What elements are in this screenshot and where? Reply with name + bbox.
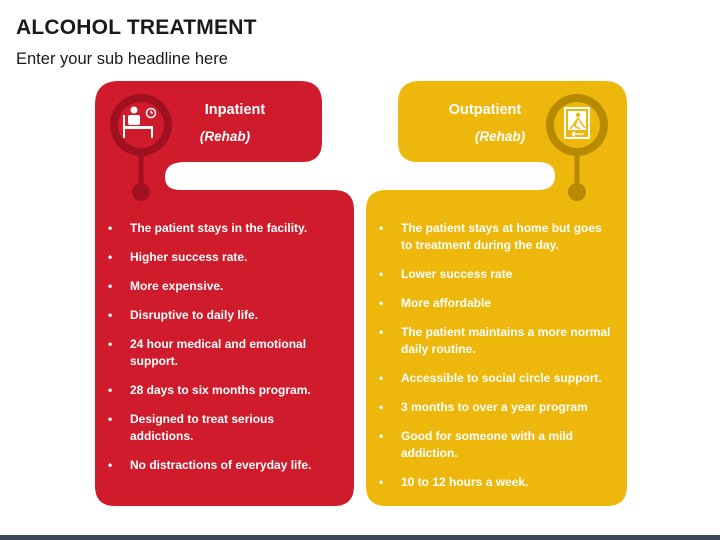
list-item: Lower success rate <box>379 266 614 283</box>
list-item: No distractions of everyday life. <box>108 457 340 474</box>
list-item: The patient stays at home but goes to tr… <box>379 220 614 254</box>
exit-door-person-icon <box>564 107 590 139</box>
outpatient-subtitle: (Rehab) <box>474 129 526 144</box>
footer-bar <box>0 535 720 540</box>
list-item: The patient maintains a more normal dail… <box>379 324 614 358</box>
list-item: More expensive. <box>108 278 340 295</box>
outpatient-list: The patient stays at home but goes to tr… <box>379 220 614 503</box>
list-item: The patient stays in the facility. <box>108 220 340 237</box>
list-item: Accessible to social circle support. <box>379 370 614 387</box>
list-item: More affordable <box>379 295 614 312</box>
page-subtitle: Enter your sub headline here <box>16 50 228 68</box>
list-item: 28 days to six months program. <box>108 382 340 399</box>
list-item: 24 hour medical and emotional support. <box>108 336 340 370</box>
list-item: Disruptive to daily life. <box>108 307 340 324</box>
list-item: Higher success rate. <box>108 249 340 266</box>
list-item: Good for someone with a mild addiction. <box>379 428 614 462</box>
page-title: ALCOHOL TREATMENT <box>16 16 257 39</box>
outpatient-pin-dot <box>568 183 586 201</box>
list-item: 10 to 12 hours a week. <box>379 474 614 491</box>
inpatient-list: The patient stays in the facility. Highe… <box>108 220 340 486</box>
inpatient-subtitle: (Rehab) <box>199 129 251 144</box>
inpatient-pin-dot <box>132 183 150 201</box>
inpatient-title: Inpatient <box>204 102 266 118</box>
outpatient-title: Outpatient <box>448 102 522 118</box>
list-item: Designed to treat serious addictions. <box>108 411 340 445</box>
list-item: 3 months to over a year program <box>379 399 614 416</box>
hospital-bed-patient-icon <box>123 106 157 138</box>
